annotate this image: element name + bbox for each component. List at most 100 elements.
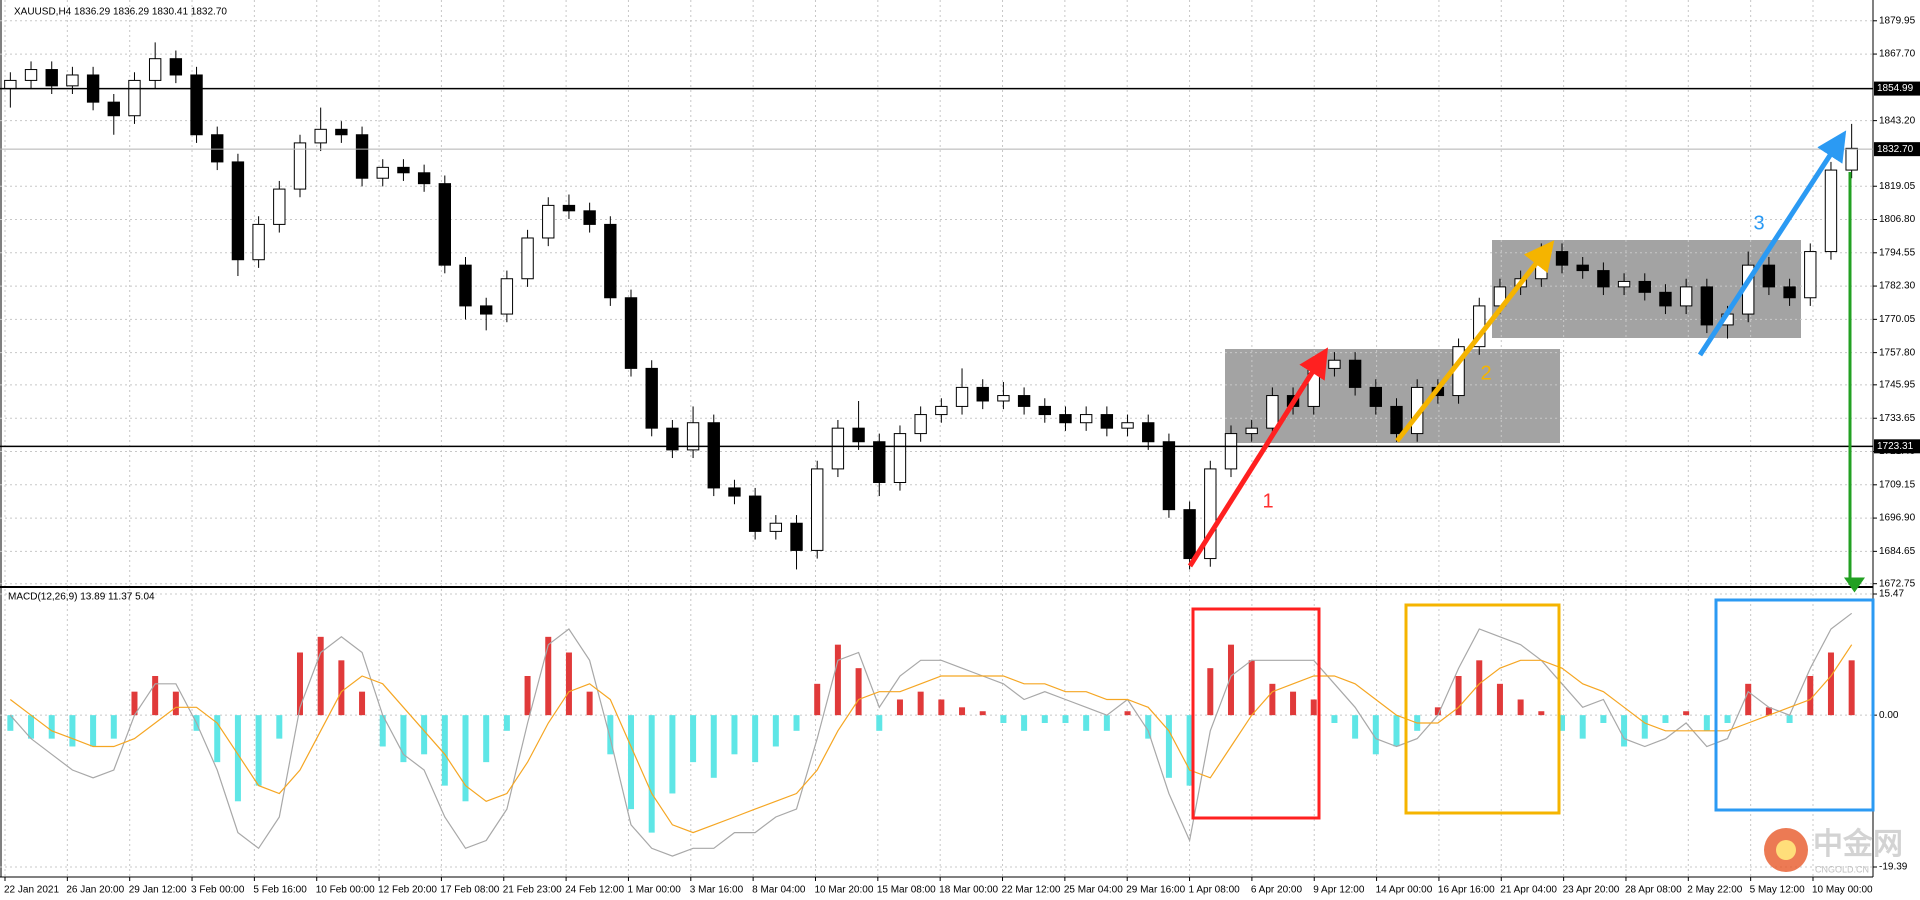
highlight-box	[1191, 607, 1321, 820]
x-tick-label: 8 Mar 04:00	[752, 885, 806, 896]
histogram-bar	[1186, 715, 1193, 786]
chart-title: XAUUSD,H4 1836.29 1836.29 1830.41 1832.7…	[14, 7, 227, 18]
histogram-bar	[1600, 715, 1607, 723]
watermark: 中金网 CNGOLD.CN	[1764, 827, 1903, 874]
candle-body	[355, 134, 369, 179]
candle-body	[1224, 433, 1238, 470]
x-tick-label: 28 Apr 08:00	[1625, 885, 1682, 896]
candle-body	[852, 427, 865, 443]
histogram-bar	[545, 636, 552, 716]
histogram-bar	[421, 715, 428, 755]
histogram-bar	[48, 715, 55, 739]
x-tick-label: 16 Apr 16:00	[1438, 885, 1495, 896]
y-tick-label: 1782.30	[1879, 281, 1916, 292]
candle-body	[1100, 414, 1114, 429]
histogram-bar	[359, 691, 366, 716]
histogram-bar	[938, 699, 945, 716]
candle-body	[790, 522, 803, 551]
candle-body	[273, 188, 286, 225]
histogram-bar	[462, 715, 469, 802]
histogram-bar	[1848, 660, 1855, 716]
candle-body	[1555, 251, 1569, 266]
histogram-bar	[152, 675, 159, 716]
watermark-text: 中金网	[1813, 827, 1903, 861]
candle-body	[500, 278, 514, 315]
histogram-bar	[1331, 715, 1338, 723]
x-tick-label: 18 Mar 00:00	[939, 885, 998, 896]
x-tick-label: 25 Mar 04:00	[1064, 885, 1123, 896]
candle-body	[542, 204, 555, 239]
histogram-bar	[1765, 707, 1772, 716]
candle-body	[604, 223, 617, 299]
x-tick-label: 22 Jan 2021	[4, 885, 59, 896]
histogram-bar	[793, 715, 800, 731]
histogram-bar	[214, 715, 221, 763]
candle-body	[1659, 291, 1672, 307]
candle-body	[479, 305, 493, 315]
histogram-bar	[483, 715, 490, 763]
histogram-bar	[1062, 715, 1069, 723]
x-tick-label: 10 Feb 00:00	[316, 885, 375, 896]
histogram-bar	[1083, 715, 1090, 731]
candle-body	[583, 210, 596, 225]
trend-arrow	[1395, 240, 1555, 443]
y-tick-label: 1709.15	[1879, 479, 1916, 490]
histogram-bar	[1290, 691, 1297, 716]
histogram-bar	[1434, 707, 1441, 716]
histogram-bar	[690, 715, 697, 763]
x-tick-label: 26 Jan 20:00	[66, 885, 124, 896]
candle-body	[397, 166, 410, 174]
x-tick-label: 1 Mar 00:00	[627, 885, 681, 896]
arrow-label: 3	[1753, 212, 1764, 234]
candle-body	[873, 441, 886, 483]
candle-body	[438, 183, 452, 266]
y-tick-label: 1867.70	[1879, 49, 1916, 60]
candle-body	[1617, 280, 1631, 288]
candle-body	[1845, 147, 1858, 171]
candle-body	[107, 101, 120, 117]
histogram-bar	[1248, 660, 1255, 716]
histogram-bar	[607, 715, 614, 755]
histogram-bar	[876, 715, 883, 731]
histogram-bar	[1393, 715, 1400, 747]
y-tick-label: 1757.80	[1879, 347, 1916, 358]
x-tick-label: 12 Feb 20:00	[378, 885, 437, 896]
histogram-bar	[172, 691, 179, 716]
histogram-bar	[1559, 715, 1566, 731]
histogram-bar	[1145, 715, 1152, 739]
histogram-bar	[979, 711, 986, 716]
x-tick-label: 3 Feb 00:00	[191, 885, 245, 896]
candle-body	[169, 58, 183, 76]
candle-body	[1204, 468, 1217, 560]
x-tick-label: 10 May 00:00	[1812, 885, 1873, 896]
x-tick-label: 5 Feb 16:00	[253, 885, 307, 896]
candle-body	[769, 522, 783, 532]
candle-body	[935, 405, 948, 416]
x-tick-label: 17 Feb 08:00	[440, 885, 499, 896]
x-tick-label: 1 Apr 08:00	[1189, 885, 1241, 896]
highlight-box	[1404, 603, 1561, 815]
candle-body	[914, 414, 927, 435]
y-tick-label: 1806.80	[1879, 214, 1916, 225]
arrow-label: 2	[1480, 362, 1491, 384]
y-tick-label: 1770.05	[1879, 314, 1916, 325]
histogram-bar	[379, 715, 386, 747]
candle-body	[376, 166, 389, 179]
annotations: 1 2 3 XAUUSD,H4 1836.29 1836.29 1830.41 …	[8, 7, 1903, 875]
histogram-bar	[276, 715, 283, 739]
histogram-bar	[1621, 715, 1628, 747]
candle-body	[417, 172, 431, 185]
histogram-bar	[1745, 683, 1752, 716]
histogram-bar	[855, 668, 862, 716]
y-tick-label: 1843.20	[1879, 115, 1916, 126]
x-tick-label: 2 May 22:00	[1687, 885, 1742, 896]
y-tick-label: 1794.55	[1879, 247, 1916, 258]
trend-arrow	[1187, 347, 1329, 568]
candle-body	[1121, 422, 1134, 429]
histogram-bar	[959, 707, 966, 716]
current-price-label: 1832.70	[1877, 144, 1914, 155]
candle-body	[1328, 359, 1341, 369]
histogram-bar	[1496, 683, 1503, 716]
candle-body	[128, 79, 141, 117]
